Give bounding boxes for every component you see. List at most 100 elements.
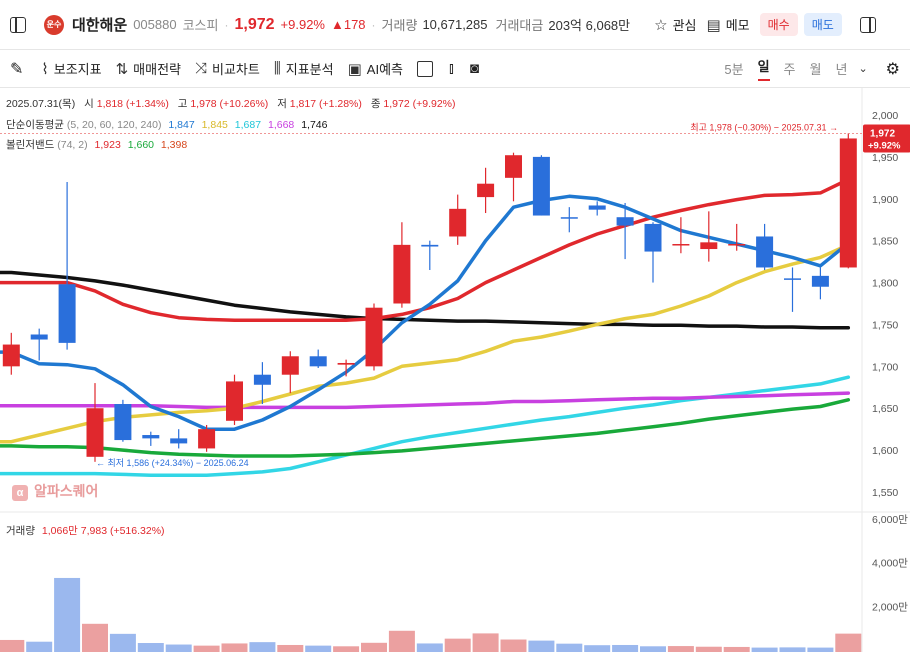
amount-value: 203억 6,068만 — [548, 18, 631, 33]
watch-button[interactable]: ☆ 관심 — [654, 15, 696, 34]
price-tick-label: 1,750 — [872, 319, 898, 331]
memo-icon: ▤ — [706, 16, 721, 34]
last-price-tag-pct: +9.92% — [868, 140, 901, 151]
bb-legend[interactable]: 볼린저밴드 (74, 2) 1,923 1,660 1,398 — [6, 137, 187, 152]
candle-body — [58, 284, 76, 343]
bb-mid-line — [0, 398, 851, 458]
volume-value: 10,671,285 — [422, 17, 488, 32]
price-tick-label: 1,700 — [872, 361, 898, 373]
candle-body — [393, 244, 411, 304]
strategy-button[interactable]: ⇅ 매매전략 — [116, 59, 181, 78]
volume-bar — [584, 645, 611, 652]
volume-bar — [444, 638, 471, 652]
separator: · — [371, 17, 376, 32]
volume-legend-v2: 7,983 — [80, 525, 108, 537]
legend-low: 1,817 (+1.28%) — [289, 98, 362, 110]
bb-legend-params: (74, 2) — [57, 139, 88, 151]
alphasquare-logo-icon: α — [12, 485, 28, 501]
analysis-button[interactable]: ⫼ 지표분석 — [274, 59, 334, 78]
price-tick-label: 1,900 — [872, 194, 898, 206]
ma240-value: 1,746 — [301, 119, 328, 131]
right-panel-toggle-icon[interactable] — [859, 16, 876, 33]
stock-name[interactable]: 대한해운 — [72, 17, 128, 34]
ma60-value: 1,687 — [234, 119, 262, 131]
ma-legend-label: 단순이동평균 — [6, 119, 64, 131]
volume-tick-label: 2,000만 — [872, 601, 908, 613]
memo-button[interactable]: ▤ 메모 — [707, 15, 750, 34]
legend-high-label: 고 — [177, 98, 188, 110]
ma-legend-params: (5, 20, 60, 120, 240) — [66, 119, 162, 131]
strategy-icon: ⇅ — [115, 60, 129, 78]
compare-label: 비교차트 — [212, 62, 260, 77]
market-name: 코스피 — [182, 18, 219, 33]
indicator-label: 보조지표 — [53, 62, 102, 77]
candle-body — [811, 275, 829, 287]
watermark: α 알파스퀘어 — [12, 481, 98, 501]
period-5min[interactable]: 5분 — [724, 62, 744, 77]
candle-body — [616, 217, 634, 226]
candle-body — [784, 278, 801, 280]
change-amount: ▲178 — [330, 17, 366, 32]
camera-icon[interactable]: ◙ — [469, 60, 479, 77]
period-week[interactable]: 주 — [783, 62, 796, 77]
ai-predict-label: AI예측 — [366, 62, 403, 77]
volume-legend-v1: 1,066만 — [41, 525, 78, 537]
price-tick-label: 1,850 — [872, 236, 898, 248]
left-panel-toggle-icon[interactable] — [10, 16, 26, 33]
period-year[interactable]: 년 — [835, 62, 848, 77]
volume-bar — [26, 641, 53, 652]
candle-body — [588, 205, 606, 210]
ma-legend[interactable]: 단순이동평균 (5, 20, 60, 120, 240) 1,847 1,845… — [6, 117, 327, 132]
sell-button[interactable]: 매도 — [803, 13, 842, 36]
candle-body — [756, 236, 774, 268]
ma5-value: 1,847 — [168, 119, 195, 131]
volume-bar — [779, 647, 806, 652]
candle-body — [644, 223, 662, 252]
volume-bar — [388, 630, 415, 652]
candlestick-chart[interactable]: 2,000 1,950 1,900 1,850 1,800 1,750 1,700 1,650… — [0, 88, 910, 652]
pencil-icon[interactable]: ✎ — [10, 60, 24, 78]
volume-bar — [137, 643, 164, 652]
volume-bar — [165, 644, 192, 652]
volume-bar — [82, 623, 108, 652]
buy-button[interactable]: 매수 — [759, 13, 798, 36]
period-month[interactable]: 월 — [809, 62, 822, 77]
candle-body — [226, 381, 243, 421]
volume-bar — [640, 646, 666, 652]
chart-area[interactable]: 2,000 1,950 1,900 1,850 1,800 1,750 1,700 1,650… — [0, 88, 910, 652]
volume-legend: 거래량 1,066만 7,983 (+516.32%) — [6, 523, 165, 538]
last-price-tag — [863, 124, 910, 153]
candle-body — [672, 244, 690, 246]
compare-button[interactable]: ⤨ 비교차트 — [195, 59, 260, 78]
current-price: 1,972 — [234, 15, 275, 33]
legend-open-label: 시 — [84, 98, 94, 110]
volume-bar — [807, 647, 834, 652]
volume-tick-label: 4,000만 — [872, 558, 908, 570]
candle-body — [170, 438, 188, 444]
indicator-button[interactable]: ⌇ 보조지표 — [41, 59, 101, 78]
volume-bar — [612, 644, 639, 652]
candle-body — [253, 374, 271, 385]
price-tick-label: 1,550 — [872, 487, 898, 499]
candlestick-icon[interactable]: ⫾ — [449, 60, 454, 77]
ohlc-legend: 2025.07.31(목) 시 1,818 (+1.34%) 고 1,978 (… — [6, 96, 456, 111]
chevron-down-icon[interactable]: ⌄ — [858, 63, 868, 75]
volume-legend-label: 거래량 — [6, 525, 35, 537]
volume-bar — [249, 642, 276, 652]
volume-bar — [500, 639, 527, 652]
volume-bar — [54, 577, 81, 652]
ai-predict-button[interactable]: ▣ AI예측 — [348, 59, 403, 78]
candle-body — [365, 307, 383, 367]
gear-icon[interactable]: ⚙ — [885, 60, 900, 78]
shuffle-icon: ⤨ — [195, 60, 208, 77]
bb-mid-value: 1,660 — [127, 139, 154, 151]
bb-upper-value: 1,923 — [94, 139, 121, 151]
candle-body — [309, 356, 327, 367]
volume-bar — [305, 645, 332, 652]
square-icon[interactable] — [417, 60, 433, 77]
volume-bar — [416, 643, 443, 652]
volume-bar — [667, 646, 694, 652]
volume-bar — [472, 633, 499, 652]
period-day[interactable]: 일 — [757, 56, 770, 81]
volume-bar — [221, 643, 248, 652]
